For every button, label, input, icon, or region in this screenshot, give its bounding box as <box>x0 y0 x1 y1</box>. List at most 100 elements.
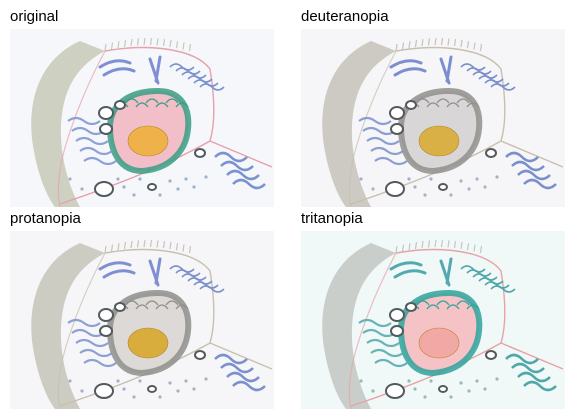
cell-membrane-inner <box>57 50 106 207</box>
wall-spike <box>169 241 172 250</box>
er-cluster-left <box>67 318 117 368</box>
envelope-fold <box>125 98 139 104</box>
organelle <box>405 302 417 312</box>
envelope-fold <box>175 102 189 108</box>
organelle <box>194 148 206 158</box>
vesicle <box>122 185 126 189</box>
golgi-apparatus <box>98 257 162 287</box>
wall-spike <box>447 38 450 46</box>
wall-spike <box>162 38 166 47</box>
er-strand <box>75 338 109 348</box>
er-cluster-right <box>505 151 557 190</box>
cell-wall <box>322 41 396 207</box>
er-strand <box>75 136 109 146</box>
panel-title: deuteranopia <box>301 8 389 25</box>
wall-spike <box>395 43 398 52</box>
envelope-fold <box>446 304 460 310</box>
golgi-cisterna <box>389 261 423 271</box>
er-strand <box>232 380 266 392</box>
organelle <box>389 106 405 120</box>
wall-spike <box>104 245 107 254</box>
vesicle <box>68 177 72 181</box>
organelle <box>147 183 157 191</box>
golgi-tubule <box>154 257 162 285</box>
vesicle <box>371 187 375 191</box>
er-strand <box>214 353 248 365</box>
cell-membrane <box>59 248 273 407</box>
cell-illustration-protanopia <box>10 231 274 409</box>
golgi-cisterna <box>389 59 423 69</box>
wall-spike <box>117 41 120 49</box>
panel-deuteranopia: deuteranopia <box>301 8 565 208</box>
wall-spike <box>479 43 483 52</box>
er-cluster-left <box>67 116 117 166</box>
wall-spike <box>123 39 127 48</box>
vesicle <box>467 187 471 191</box>
envelope-fold <box>416 300 430 306</box>
cell-membrane-inner <box>348 50 397 207</box>
wall-spike <box>136 38 140 46</box>
cell-illustration-deuteranopia <box>301 29 565 207</box>
er-strand <box>83 156 117 166</box>
er-strand <box>199 285 225 293</box>
golgi-apparatus <box>98 55 162 85</box>
wall-spike <box>169 39 172 48</box>
panel-title: original <box>10 8 59 25</box>
vesicle <box>80 389 84 393</box>
vesicle <box>116 379 120 383</box>
vesicle <box>429 177 433 181</box>
vesicle <box>475 379 479 383</box>
wall-spike <box>182 42 185 50</box>
vesicle <box>495 175 499 179</box>
er-strand <box>511 160 545 172</box>
wall-spike <box>473 244 476 252</box>
wall-spike <box>175 41 179 49</box>
vesicle <box>423 193 427 197</box>
wall-spike <box>466 41 470 49</box>
wall-spike <box>427 240 431 248</box>
envelope-fold <box>466 102 480 108</box>
wall-spike <box>143 37 146 46</box>
endoplasmic-reticulum <box>169 265 225 293</box>
er-strand <box>362 328 396 338</box>
vesicle <box>80 187 84 191</box>
vesicle <box>184 177 188 181</box>
vesicle <box>204 377 208 381</box>
wall-spike <box>188 43 192 52</box>
organelle <box>98 106 114 120</box>
nucleolus <box>127 125 169 157</box>
envelope-fold <box>155 102 169 108</box>
er-cluster-right <box>214 353 266 392</box>
wall-spike <box>149 37 153 46</box>
er-strand <box>484 281 510 289</box>
vesicles <box>359 377 499 399</box>
envelope-fold <box>165 98 179 104</box>
cell-wall-spikes <box>104 239 192 254</box>
wall-spike <box>440 239 444 248</box>
organelle <box>99 325 113 337</box>
cell-wall-spikes <box>395 239 483 254</box>
er-strand <box>181 273 207 281</box>
wall-spike <box>408 41 411 49</box>
golgi-tubule <box>445 55 453 83</box>
golgi-cisterna <box>102 269 136 279</box>
wall-spike <box>414 241 418 250</box>
vesicle <box>132 395 136 399</box>
golgi-cisterna <box>98 59 132 69</box>
vesicle <box>423 395 427 399</box>
cell-wall <box>31 243 105 409</box>
organelle <box>94 383 114 399</box>
cell-wall <box>31 41 105 207</box>
vesicle <box>449 395 453 399</box>
er-strand <box>220 362 254 374</box>
wall-spike <box>408 243 411 251</box>
vesicles <box>359 175 499 197</box>
er-strand <box>67 318 101 328</box>
er-strand <box>169 265 195 273</box>
er-strand <box>517 371 551 383</box>
er-strand <box>490 83 516 91</box>
golgi-tubule <box>445 257 453 285</box>
wall-spike <box>401 42 405 50</box>
vesicle <box>459 179 463 183</box>
wall-spike <box>440 37 444 46</box>
